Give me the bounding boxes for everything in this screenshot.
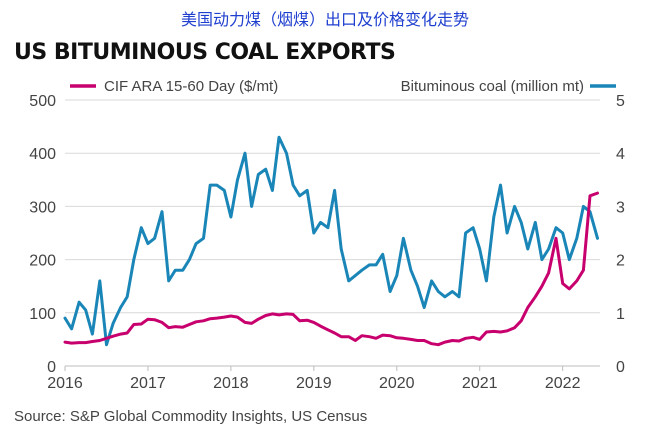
chart-title: US BITUMINOUS COAL EXPORTS <box>14 40 396 65</box>
y-left-tick-label: 200 <box>29 253 56 270</box>
y-right-tick-label: 1 <box>616 306 625 323</box>
x-tick-label: 2016 <box>47 375 83 392</box>
legend-label-exports: Bituminous coal (million mt) <box>401 78 584 95</box>
y-right-tick-label: 5 <box>616 93 625 110</box>
tick-labels: 0 100 200 300 400 500 0 1 2 3 4 5 2016 2017 2018 2019 20… <box>29 93 625 392</box>
series-lines <box>63 135 599 347</box>
y-right-tick-label: 0 <box>616 359 625 376</box>
y-right-tick-label: 4 <box>616 146 625 163</box>
y-left-tick-label: 500 <box>29 93 56 110</box>
y-left-tick-label: 100 <box>29 306 56 323</box>
legend: CIF ARA 15-60 Day ($/mt) Bituminous coal… <box>70 78 616 95</box>
chinese-header: 美国动力煤（烟煤）出口及价格变化走势 <box>180 10 469 29</box>
series-line-exports <box>63 135 599 347</box>
x-tick-label: 2018 <box>213 375 249 392</box>
y-left-tick-label: 0 <box>47 359 56 376</box>
grid-lines <box>64 99 600 371</box>
source-note: Source: S&P Global Commodity Insights, U… <box>14 408 368 425</box>
y-right-tick-label: 2 <box>616 253 625 270</box>
x-tick-label: 2017 <box>130 375 166 392</box>
x-tick-label: 2021 <box>462 375 498 392</box>
y-left-tick-label: 400 <box>29 146 56 163</box>
y-right-tick-label: 3 <box>616 199 625 216</box>
x-tick-label: 2019 <box>296 375 332 392</box>
x-tick-label: 2020 <box>379 375 415 392</box>
y-left-tick-label: 300 <box>29 199 56 216</box>
series-line-price <box>63 191 599 347</box>
legend-label-price: CIF ARA 15-60 Day ($/mt) <box>104 78 278 95</box>
x-tick-label: 2022 <box>545 375 581 392</box>
